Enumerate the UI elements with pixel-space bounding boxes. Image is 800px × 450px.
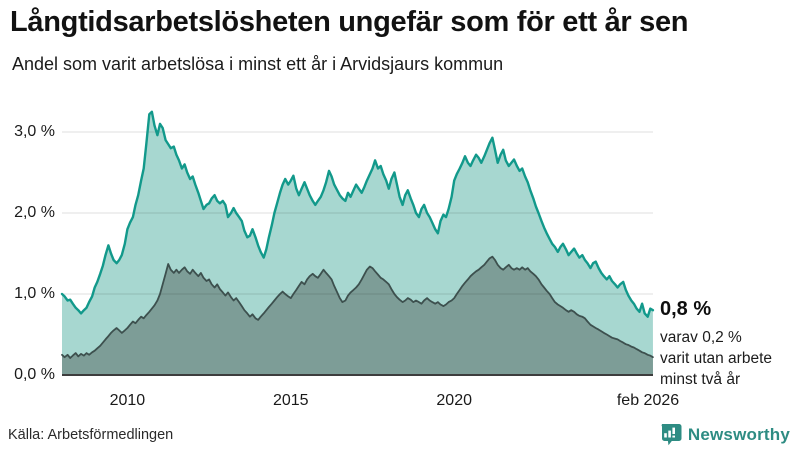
x-tick-label-3: feb 2026 [616, 392, 680, 409]
page-title: Långtidsarbetslösheten ungefär som för e… [10, 6, 689, 38]
end-value-note-line2: varit utan arbete [660, 350, 773, 367]
y-tick-label-3: 3,0 % [14, 123, 55, 140]
chart-subtitle: Andel som varit arbetslösa i minst ett å… [12, 54, 504, 74]
x-tick-label-0: 2010 [109, 392, 146, 409]
series-line-1 [61, 255, 654, 359]
newsworthy-logo[interactable]: Newsworthy [659, 423, 790, 447]
end-value-note: varav 0,2 % varit utan arbete minst två … [660, 327, 772, 390]
newsworthy-wordmark: Newsworthy [687, 425, 790, 444]
x-tick-label-1: 2015 [272, 392, 309, 409]
end-value-note-line3: minst två år [660, 371, 741, 388]
end-value-note-line1: varav 0,2 % [660, 329, 742, 346]
newsworthy-bubble-chart-icon [661, 424, 682, 446]
y-tick-label-0: 0,0 % [14, 366, 55, 383]
series-fill-1 [62, 256, 653, 375]
x-tick-label-2: 2020 [436, 392, 472, 409]
y-tick-label-2: 2,0 % [14, 204, 55, 221]
series-line-0 [60, 110, 655, 318]
source-credit: Källa: Arbetsförmedlingen [8, 427, 174, 443]
end-value-label: 0,8 % [660, 298, 712, 320]
y-tick-label-1: 1,0 % [14, 285, 55, 302]
